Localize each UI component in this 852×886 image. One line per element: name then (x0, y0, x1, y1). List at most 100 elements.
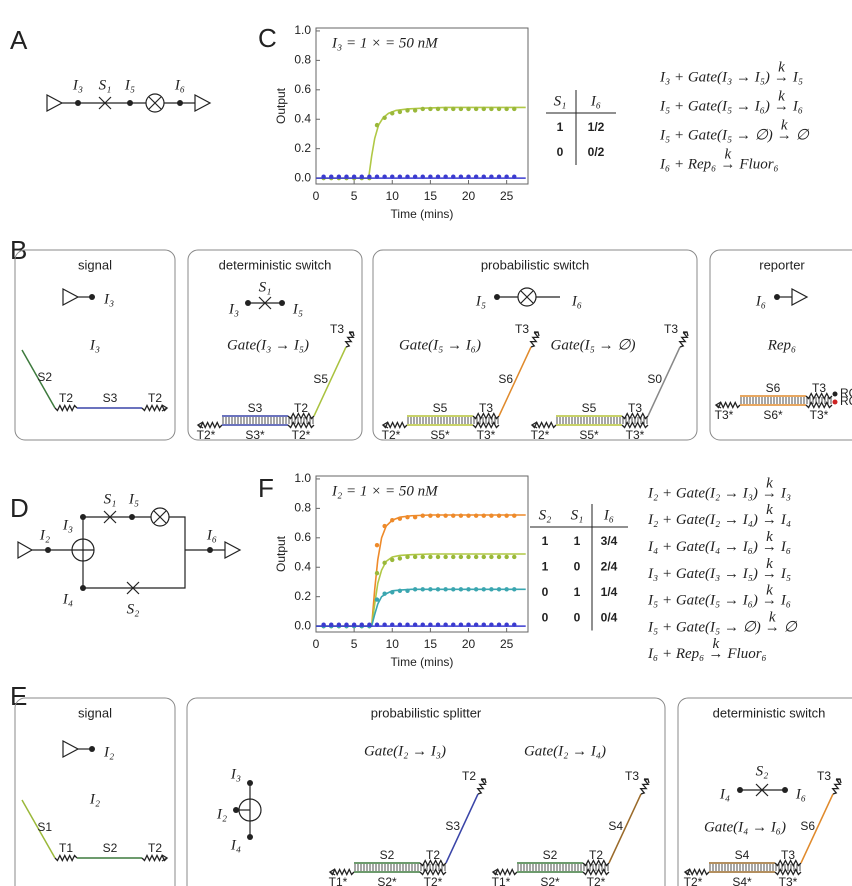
strand (582, 868, 610, 876)
node-label: I₂ (39, 527, 50, 543)
data-point (504, 554, 509, 560)
strand (161, 854, 169, 862)
strand (831, 778, 842, 795)
rate-constant: k (766, 556, 773, 572)
box-title: probabilistic switch (481, 257, 589, 272)
data-point (428, 513, 433, 518)
reaction-arrow: → (762, 485, 777, 501)
domain-label: S3 (445, 819, 460, 833)
panel-label: D (10, 493, 29, 523)
table-cell: 0 (542, 585, 549, 599)
table-header: S₁ (554, 93, 567, 109)
x-tick-label: 15 (424, 189, 438, 203)
node-label: I₄ (230, 837, 241, 853)
y-tick-label: 0.8 (294, 501, 311, 515)
data-point (382, 523, 387, 529)
domain-label: S5 (313, 372, 328, 386)
strand (647, 346, 681, 417)
x-tick-label: 5 (351, 637, 358, 651)
strand (21, 799, 56, 859)
annotation: I₂ = 1 × = 50 nM (331, 483, 439, 499)
domain-label: T2 (59, 391, 73, 405)
y-tick-label: 0.6 (294, 82, 311, 96)
data-point (359, 174, 364, 179)
node-label: I₃ (72, 77, 83, 93)
domain-label: S2* (377, 875, 397, 886)
equation: I₆ + Rep₆ (647, 646, 704, 662)
table-cell: 1 (542, 560, 549, 574)
data-point (489, 622, 494, 627)
data-point (496, 106, 502, 112)
switch-label: S₁ (104, 491, 117, 507)
domain-label: S5 (582, 401, 597, 415)
data-point (420, 106, 425, 112)
domain-label: T3* (810, 408, 829, 422)
data-point (466, 554, 471, 560)
table-cell: 1 (574, 585, 581, 599)
rate-constant: k (781, 117, 788, 133)
data-point (458, 106, 464, 112)
data-point (435, 174, 441, 179)
box-title: deterministic switch (713, 705, 826, 720)
table-header: S₂ (539, 507, 552, 523)
table-header: I₆ (603, 507, 614, 523)
gate-name: Gate(I₄ → I₆) (704, 819, 786, 835)
domain-label: T1* (329, 875, 348, 886)
domain-label: S2 (103, 841, 118, 855)
domain-label: T2* (197, 428, 216, 442)
equation-product: I₄ (780, 512, 791, 528)
domain-label: T3* (779, 875, 798, 886)
rate-constant: k (769, 609, 776, 625)
table-cell: 1/2 (588, 120, 605, 134)
domain-label: S5* (579, 428, 599, 442)
equation-product: I₅ (792, 69, 803, 85)
quencher (832, 391, 838, 397)
strand (407, 417, 499, 424)
data-point (489, 554, 494, 560)
data-point (451, 174, 456, 179)
strand (836, 778, 842, 784)
data-point (390, 174, 395, 179)
y-axis-label: Output (274, 535, 288, 572)
data-point (336, 622, 342, 627)
rate-constant: k (766, 583, 773, 599)
equation: I₅ + Gate(I₅ → ∅) (659, 127, 773, 143)
y-tick-label: 0.4 (294, 559, 311, 573)
domain-label: S2* (540, 875, 560, 886)
domain-label: S6 (800, 819, 815, 833)
data-point (397, 516, 403, 521)
data-point (397, 622, 403, 627)
domain-label: S0 (647, 372, 662, 386)
data-point (512, 106, 517, 112)
domain-label: RQ (840, 386, 852, 400)
equation-product: I₆ (780, 539, 791, 555)
panel-label: A (10, 25, 28, 55)
data-point (458, 554, 464, 560)
equation: I₂ + Gate(I₂ → I₃) (647, 485, 758, 501)
domain-label: S6* (763, 408, 783, 422)
data-point (390, 111, 395, 116)
strand (800, 793, 834, 864)
data-point (504, 622, 509, 627)
strand (381, 421, 389, 429)
data-point (481, 554, 486, 560)
data-point (351, 174, 357, 179)
domain-label: S6 (498, 372, 513, 386)
x-tick-label: 25 (500, 637, 514, 651)
strand (709, 864, 801, 871)
data-point (473, 513, 479, 518)
data-point (504, 513, 509, 518)
strand (382, 420, 408, 430)
data-point (489, 513, 494, 518)
strand (556, 417, 648, 424)
data-point (466, 587, 471, 592)
rate-constant: k (778, 59, 785, 75)
x-tick-label: 25 (500, 189, 514, 203)
data-point (397, 174, 403, 179)
data-point (435, 622, 441, 627)
data-point (504, 106, 509, 112)
equation-product: ∅ (784, 619, 798, 635)
domain-label: T2* (382, 428, 401, 442)
rate-constant: k (713, 636, 720, 652)
domain-label: RQ (840, 394, 852, 408)
